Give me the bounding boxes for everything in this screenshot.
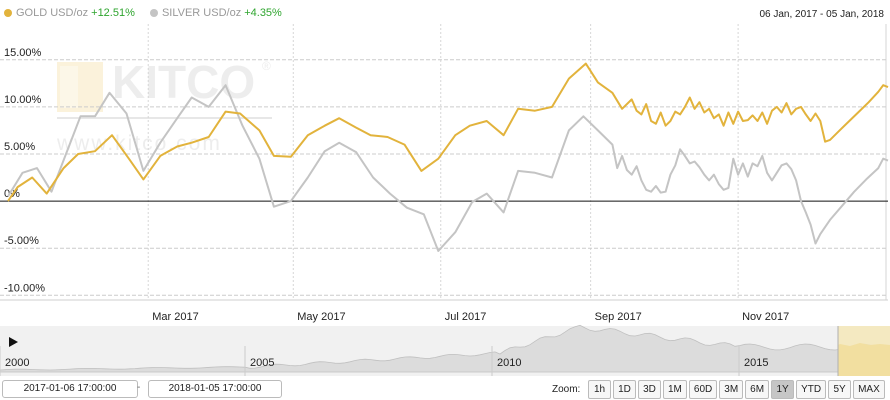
legend-gold-name: GOLD USD/oz [16,7,89,19]
legend-gold-change: +12.51% [91,7,135,19]
zoom-button-1d[interactable]: 1D [613,380,636,399]
silver-dot-icon [149,9,158,17]
x-tick-label: Sep 2017 [595,311,642,323]
navigator-label: 2010 [497,357,521,369]
chart-legend: GOLD USD/oz +12.51% SILVER USD/oz +4.35% [4,7,294,21]
y-tick-label: -5.00% [4,235,39,247]
y-tick-label: 5.00% [4,141,35,153]
navigator-selection-area [838,343,890,376]
y-tick-label: 15.00% [4,47,42,59]
zoom-button-3d[interactable]: 3D [638,380,661,399]
watermark-url: www.kitco.com [56,132,222,155]
navigator[interactable]: 2000 2005 2010 2015 [0,324,890,376]
play-icon[interactable] [9,337,18,347]
y-tick-label: 10.00% [4,94,42,106]
navigator-label: 2000 [5,357,29,369]
legend-silver-change: +4.35% [244,7,282,19]
zoom-button-1h[interactable]: 1h [588,380,611,399]
legend-silver-name: SILVER USD/oz [161,7,242,19]
watermark-logo-shape [60,66,78,108]
zoom-button-60d[interactable]: 60D [688,380,718,399]
legend-item-gold[interactable]: GOLD USD/oz +12.51% [4,7,135,19]
watermark-brand: KITCO [112,56,255,108]
navigator-label: 2015 [744,357,768,369]
zoom-button-3m[interactable]: 3M [719,380,744,399]
watermark-logo-icon [57,62,103,112]
zoom-button-1m[interactable]: 1M [663,380,687,399]
zoom-label: Zoom: [552,384,581,395]
x-tick-label: Nov 2017 [742,311,789,323]
zoom-buttons: 1h 1D 3D 1M 60D 3M 6M 1Y YTD 5Y MAX [588,380,887,399]
chart-grid [0,24,888,300]
from-date-input[interactable] [2,380,138,398]
zoom-button-max[interactable]: MAX [853,380,885,399]
price-chart: KITCO ® www.kitco.com 15.00%10.00%5.00%0… [0,24,890,376]
watermark-registered-icon: ® [262,59,271,73]
y-tick-label: -10.00% [4,282,45,294]
zoom-button-ytd[interactable]: YTD [796,380,827,399]
navigator-label: 2005 [250,357,274,369]
x-tick-label: Jul 2017 [445,311,487,323]
kitco-watermark: KITCO ® www.kitco.com [56,56,272,155]
x-tick-label: May 2017 [297,311,345,323]
zoom-button-6m[interactable]: 6M [745,380,770,399]
series-line-gold[interactable] [7,62,889,202]
gold-dot-icon [4,9,12,17]
zoom-button-1y[interactable]: 1Y [771,380,795,399]
navigator-area [0,324,890,373]
zoom-button-5y[interactable]: 5Y [828,380,852,399]
series-line-silver[interactable] [7,84,889,252]
date-range-separator: - [137,382,141,393]
date-range-label: 06 Jan, 2017 - 05 Jan, 2018 [759,9,884,20]
legend-item-silver[interactable]: SILVER USD/oz +4.35% [149,7,282,19]
to-date-input[interactable] [148,380,282,398]
chart-series [7,62,889,252]
x-tick-label: Mar 2017 [152,311,198,323]
